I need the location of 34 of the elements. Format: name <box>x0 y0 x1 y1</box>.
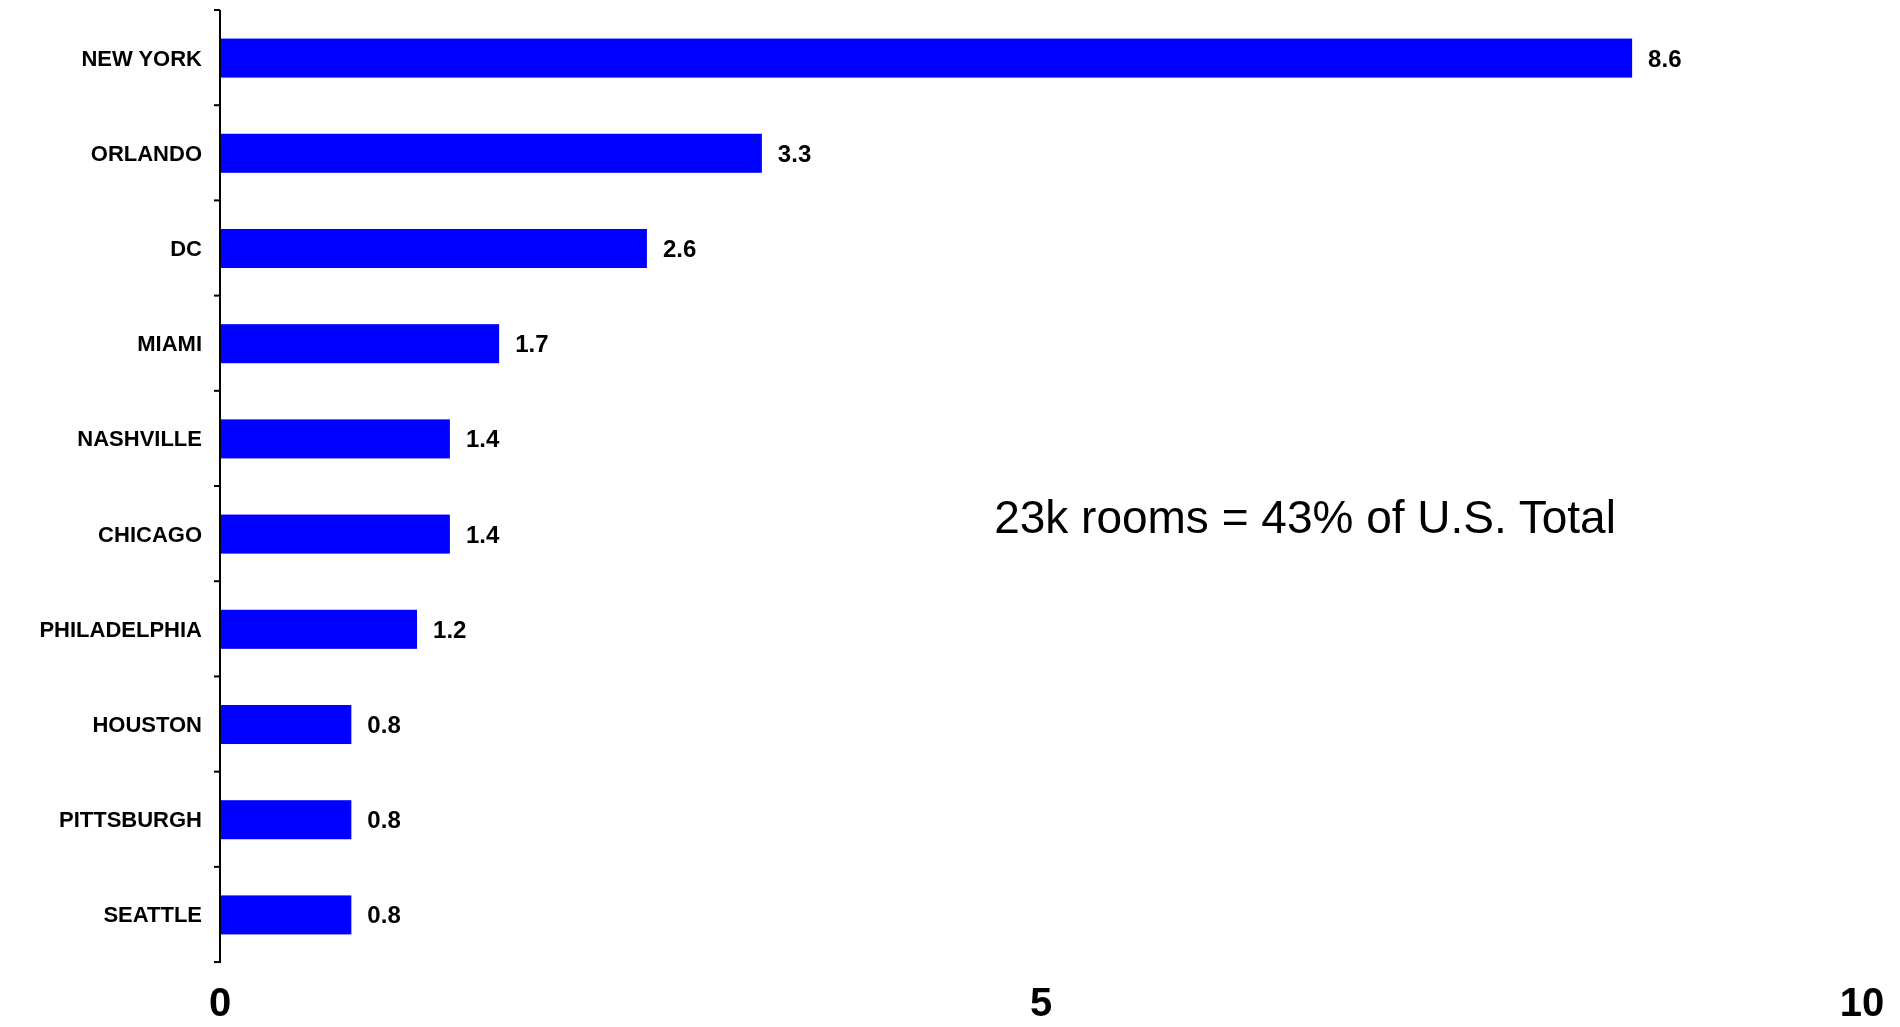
y-tick-label: DC <box>170 235 203 261</box>
x-tick-label: 0 <box>208 980 232 1024</box>
x-tick-label: 5 <box>1029 980 1053 1024</box>
y-tick-label: SEATTLE <box>103 902 202 928</box>
bar <box>220 419 450 459</box>
data-label: 1.2 <box>433 615 467 643</box>
data-label: 3.3 <box>777 139 812 167</box>
annotation: 23k rooms = 43% of U.S. Total <box>994 491 1616 543</box>
data-label: 0.8 <box>367 901 401 929</box>
y-tick-label: PHILADELPHIA <box>39 616 203 642</box>
data-label: 0.8 <box>367 806 401 834</box>
y-tick-label: NEW YORK <box>81 45 203 71</box>
data-label: 1.4 <box>465 425 500 453</box>
bar <box>220 800 352 840</box>
bar <box>220 895 352 935</box>
bar <box>220 324 500 364</box>
bar <box>220 514 450 554</box>
bar <box>220 705 352 745</box>
y-tick-label: CHICAGO <box>98 521 202 547</box>
bar <box>220 133 762 173</box>
bar <box>220 609 418 649</box>
y-tick-label: PITTSBURGH <box>59 807 202 833</box>
x-tick-label: 10 <box>1839 980 1885 1024</box>
data-label: 1.7 <box>515 330 549 358</box>
bar <box>220 38 1633 78</box>
data-label: 1.4 <box>465 520 500 548</box>
y-tick-label: HOUSTON <box>92 712 202 738</box>
y-tick-label: NASHVILLE <box>77 426 202 452</box>
data-label: 0.8 <box>367 711 401 739</box>
data-label: 2.6 <box>662 234 697 262</box>
bar <box>220 228 647 269</box>
data-label: 8.6 <box>1648 44 1682 72</box>
y-tick-label: MIAMI <box>137 331 202 357</box>
y-tick-label: ORLANDO <box>90 140 202 166</box>
